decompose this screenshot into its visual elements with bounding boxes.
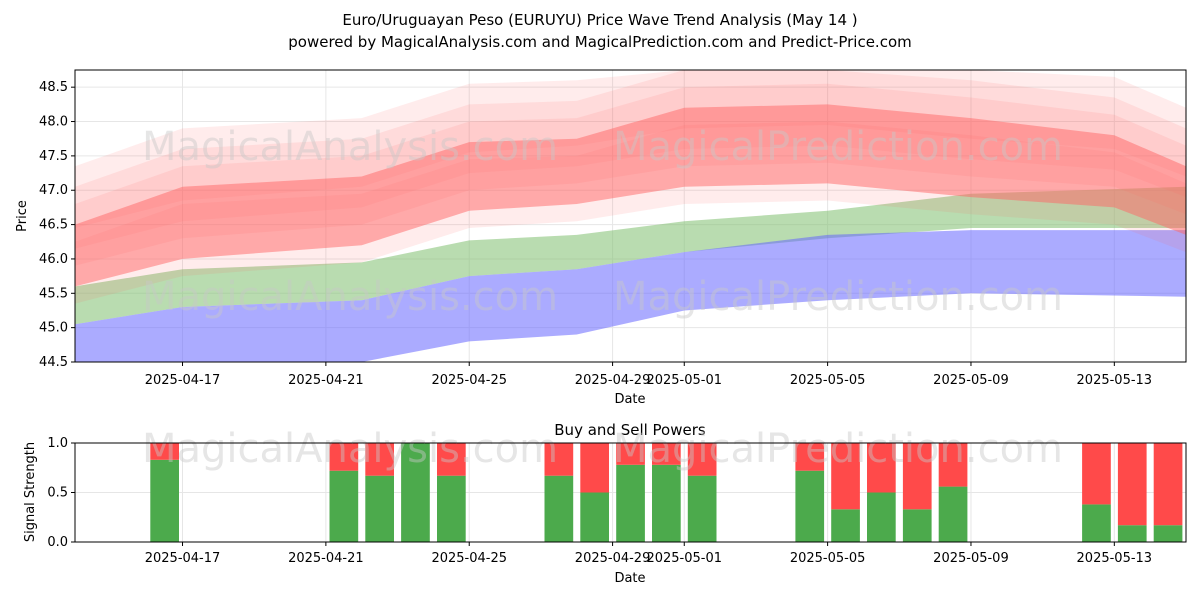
power-x-tick-label: 2025-04-17 — [145, 551, 221, 566]
sell-bar — [150, 443, 179, 460]
price-y-tick-label: 45.0 — [39, 321, 68, 336]
price-y-label: Price — [15, 200, 30, 232]
price-y-tick-label: 48.0 — [39, 115, 68, 130]
price-x-tick-label: 2025-04-29 — [575, 373, 651, 388]
buy-bar — [652, 464, 681, 542]
power-x-tick-label: 2025-05-09 — [933, 551, 1009, 566]
price-y-tick-label: 45.5 — [39, 286, 68, 301]
price-y-tick-label: 46.0 — [39, 252, 68, 267]
price-band-shadow — [75, 70, 1186, 228]
watermark-text: MagicalPrediction.com — [613, 124, 1063, 170]
price-x-tick-label: 2025-05-13 — [1077, 373, 1153, 388]
sell-bar — [1082, 443, 1111, 505]
price-x-tick-label: 2025-04-17 — [145, 373, 221, 388]
power-x-tick-label: 2025-05-13 — [1077, 551, 1153, 566]
buy-bar — [401, 443, 430, 542]
power-x-tick-label: 2025-04-21 — [288, 551, 364, 566]
sell-bar — [795, 443, 825, 471]
sell-bar — [902, 443, 932, 510]
sell-bar — [938, 443, 968, 487]
power-bars — [150, 443, 1183, 542]
buy-bar — [580, 492, 609, 542]
buy-bar — [831, 509, 860, 542]
price-panel: MagicalAnalysis.com MagicalPrediction.co… — [15, 69, 1187, 407]
buy-bar — [902, 509, 932, 542]
price-band-red — [75, 104, 1186, 287]
sell-bar — [1153, 443, 1183, 526]
watermark-text: MagicalAnalysis.com — [142, 124, 558, 170]
buy-bar — [867, 492, 896, 542]
buy-bar — [616, 464, 645, 542]
price-x-tick-label: 2025-04-21 — [288, 373, 364, 388]
price-band-green — [75, 186, 1186, 325]
power-x-tick-label: 2025-04-25 — [431, 551, 507, 566]
sell-bar — [544, 443, 574, 476]
sell-bar — [1117, 443, 1147, 526]
watermark-text: MagicalAnalysis.com — [142, 426, 558, 472]
price-y-tick-label: 48.5 — [39, 80, 68, 95]
chart-title: Euro/Uruguayan Peso (EURUYU) Price Wave … — [342, 11, 857, 29]
power-x-tick-label: 2025-05-05 — [790, 551, 866, 566]
power-x-tick-label: 2025-04-29 — [575, 551, 651, 566]
chart-subtitle: powered by MagicalAnalysis.com and Magic… — [288, 33, 912, 51]
power-y-ticks: 0.0 0.5 1.0 — [47, 436, 75, 550]
watermark-text: MagicalPrediction.com — [613, 274, 1063, 320]
price-x-tick-label: 2025-05-01 — [646, 373, 722, 388]
price-plot-frame — [74, 69, 1187, 363]
sell-bar — [365, 443, 394, 476]
power-panel: Buy and Sell Powers MagicalAnalysis.com … — [23, 421, 1187, 586]
sell-bar — [687, 443, 717, 476]
buy-bar — [544, 475, 574, 542]
price-x-ticks: 2025-04-17 2025-04-21 2025-04-25 2025-04-29… — [145, 362, 1152, 388]
buy-bar — [365, 475, 394, 542]
price-y-tick-label: 46.5 — [39, 218, 68, 233]
sell-bar — [616, 443, 645, 465]
sell-bar — [329, 443, 359, 471]
price-bands — [75, 70, 1186, 362]
buy-bar — [795, 470, 825, 542]
power-x-ticks: 2025-04-17 2025-04-21 2025-04-25 2025-04-29… — [145, 542, 1152, 566]
price-y-tick-label: 47.5 — [39, 149, 68, 164]
sell-bar — [867, 443, 896, 493]
buy-bar — [1153, 525, 1183, 542]
price-y-tick-label: 44.5 — [39, 355, 68, 370]
price-x-label: Date — [614, 392, 645, 407]
buy-bar — [938, 486, 968, 542]
price-x-tick-label: 2025-05-05 — [790, 373, 866, 388]
sell-bar — [437, 443, 466, 476]
power-y-tick-label: 0.5 — [47, 486, 68, 501]
sell-bar — [580, 443, 609, 493]
price-band-blue — [75, 230, 1186, 362]
price-y-tick-label: 47.0 — [39, 183, 68, 198]
sell-bar — [652, 443, 681, 465]
buy-bar — [329, 470, 359, 542]
sell-bar — [831, 443, 860, 510]
price-x-tick-label: 2025-05-09 — [933, 373, 1009, 388]
power-y-label: Signal Strength — [23, 442, 38, 542]
buy-bar — [687, 475, 717, 542]
power-x-tick-label: 2025-05-01 — [646, 551, 722, 566]
power-y-tick-label: 1.0 — [47, 436, 68, 451]
buy-bar — [1082, 504, 1111, 542]
price-y-ticks: 44.5 45.0 45.5 46.0 46.5 47.0 47.5 48.0 48.5 — [39, 80, 75, 370]
power-y-tick-label: 0.0 — [47, 535, 68, 550]
buy-bar — [1117, 525, 1147, 542]
power-title: Buy and Sell Powers — [554, 421, 706, 439]
watermark-text: MagicalAnalysis.com — [142, 274, 558, 320]
buy-bar — [437, 475, 466, 542]
watermark-text: MagicalPrediction.com — [613, 426, 1063, 472]
buy-bar — [150, 459, 179, 542]
power-x-label: Date — [614, 571, 645, 586]
price-x-tick-label: 2025-04-25 — [431, 373, 507, 388]
